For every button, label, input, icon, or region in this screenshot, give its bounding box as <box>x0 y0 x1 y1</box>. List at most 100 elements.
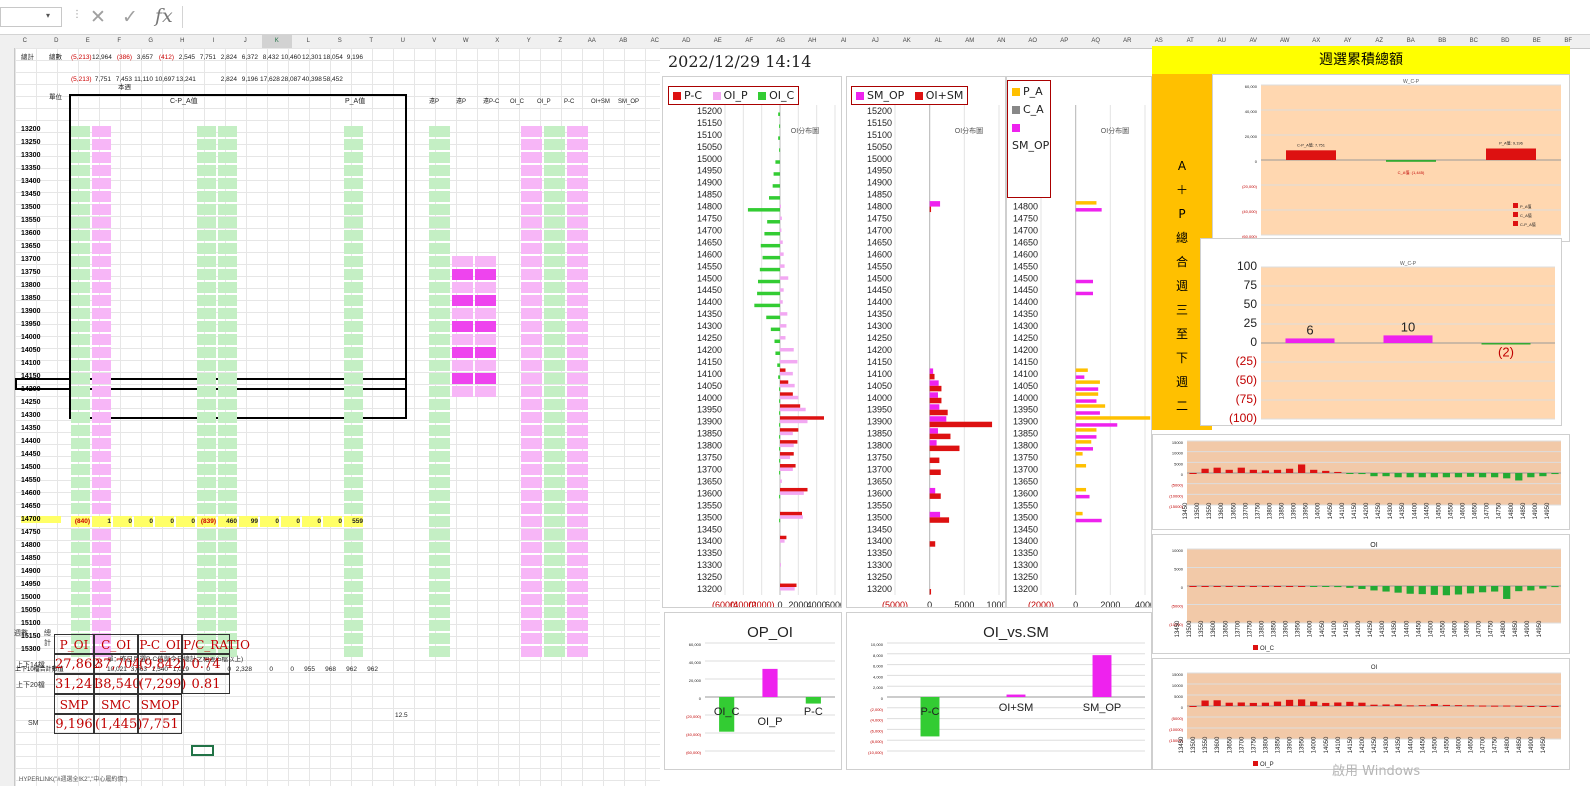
data-cell-right <box>613 477 634 488</box>
data-cell <box>176 386 195 397</box>
data-cell-right <box>452 503 473 514</box>
y-tick-label: 20,000 <box>1245 134 1258 139</box>
y-tick-label: 15000 <box>1172 672 1184 677</box>
col-header-AG: AG <box>776 38 786 44</box>
bar <box>1539 473 1547 477</box>
y-tick-label: 14200 <box>867 345 892 355</box>
col-header-BC: BC <box>1469 38 1478 44</box>
y-tick-label: 14850 <box>697 190 722 200</box>
data-cell <box>176 334 195 345</box>
strike-cell: 14950 <box>21 581 41 588</box>
y-tick-label: 15200 <box>867 106 892 116</box>
bottom-cell: 0 <box>269 666 273 673</box>
data-cell-right <box>636 477 657 488</box>
total1-cell: 6,372 <box>241 54 258 61</box>
data-cell-right <box>567 633 588 644</box>
data-cell-right <box>521 321 542 332</box>
data-cell-right <box>544 204 565 215</box>
y-tick-label: 13250 <box>1013 572 1038 582</box>
category-label: 13500 <box>1195 502 1201 519</box>
data-cell-right <box>544 217 565 228</box>
data-cell <box>344 165 363 176</box>
total2-cell: 9,196 <box>241 76 258 83</box>
data-cell <box>260 464 279 475</box>
formula-input[interactable] <box>182 6 1587 28</box>
data-cell <box>323 204 342 215</box>
col-header-AI: AI <box>840 38 847 44</box>
data-cell-right <box>567 334 588 345</box>
data-cell-right <box>544 321 565 332</box>
cancel-icon[interactable]: ✕ <box>90 6 106 28</box>
data-cell <box>218 152 237 163</box>
name-box-dropdown-icon[interactable]: ▾ <box>46 11 51 20</box>
data-cell <box>323 243 342 254</box>
bar <box>1249 469 1257 473</box>
data-cell-right <box>521 152 542 163</box>
category-label: 14600 <box>1453 620 1459 637</box>
y-tick-label: 14400 <box>867 297 892 307</box>
data-cell-right <box>429 516 450 527</box>
data-cell <box>197 477 216 488</box>
legend-swatch <box>1513 221 1518 226</box>
data-cell-right <box>429 269 450 280</box>
data-cell <box>155 568 174 579</box>
data-cell <box>302 269 321 280</box>
summary-header-2: P-C_OI <box>138 634 182 654</box>
data-cell-right <box>567 555 588 566</box>
oi-vs-sm-panel: 10,000 8,000 6,000 4,000 2,000 0 (2,000) (4,000… <box>846 612 1152 770</box>
data-cell <box>134 308 153 319</box>
legend-swatch <box>1253 761 1258 766</box>
y-tick-label: 14000 <box>697 393 722 403</box>
data-cell <box>71 646 90 657</box>
data-cell <box>281 646 300 657</box>
name-box[interactable] <box>0 7 62 27</box>
data-cell <box>113 607 132 618</box>
category-label: OI_C <box>714 706 740 718</box>
bar <box>1527 706 1535 707</box>
y-tick-label: 13300 <box>697 560 722 570</box>
data-cell <box>176 204 195 215</box>
data-cell-right <box>521 295 542 306</box>
data-cell <box>323 620 342 631</box>
data-cell <box>281 464 300 475</box>
data-cell-right <box>544 464 565 475</box>
data-cell-right <box>475 360 496 371</box>
bar-OI_P <box>780 264 785 268</box>
fx-icon[interactable]: fx <box>155 5 173 27</box>
data-cell-right <box>452 126 473 137</box>
active-cell[interactable] <box>191 745 214 756</box>
y-tick-label: 14150 <box>1013 357 1038 367</box>
data-cell-right <box>636 256 657 267</box>
summary-cell: (7,299) <box>138 674 186 694</box>
data-cell <box>281 607 300 618</box>
category-label: 14750 <box>1489 620 1495 637</box>
data-cell-right <box>498 217 519 228</box>
bar-OI_P <box>780 348 794 352</box>
data-cell <box>218 477 237 488</box>
bar-P-C <box>780 583 797 588</box>
data-cell <box>92 607 111 618</box>
category-label: 14550 <box>1440 620 1446 637</box>
bar <box>1418 586 1426 595</box>
y-tick-label: 14750 <box>1013 214 1038 224</box>
data-cell-right <box>521 451 542 462</box>
data-cell <box>113 165 132 176</box>
y-tick-label: 14700 <box>1013 225 1038 235</box>
data-cell <box>71 282 90 293</box>
data-cell-right <box>521 373 542 384</box>
data-cell-right <box>636 217 657 228</box>
data-cell-right <box>498 594 519 605</box>
data-cell <box>113 139 132 150</box>
category-label: 14550 <box>1448 502 1454 519</box>
strike-cell: 14400 <box>21 438 41 445</box>
strike-cell: 14450 <box>21 451 41 458</box>
data-cell <box>344 282 363 293</box>
enter-icon[interactable]: ✓ <box>122 6 138 28</box>
data-cell <box>71 490 90 501</box>
worksheet-grid[interactable]: 總計 總數 單位 C-P_A值 P_A值 本週 上下10檔合計數值 單：昨日月選… <box>15 48 660 786</box>
data-cell-right <box>544 256 565 267</box>
bar <box>1213 700 1221 706</box>
data-cell-right <box>521 503 542 514</box>
col-header-AD: AD <box>682 38 691 44</box>
y-tick-label: 14600 <box>867 249 892 259</box>
